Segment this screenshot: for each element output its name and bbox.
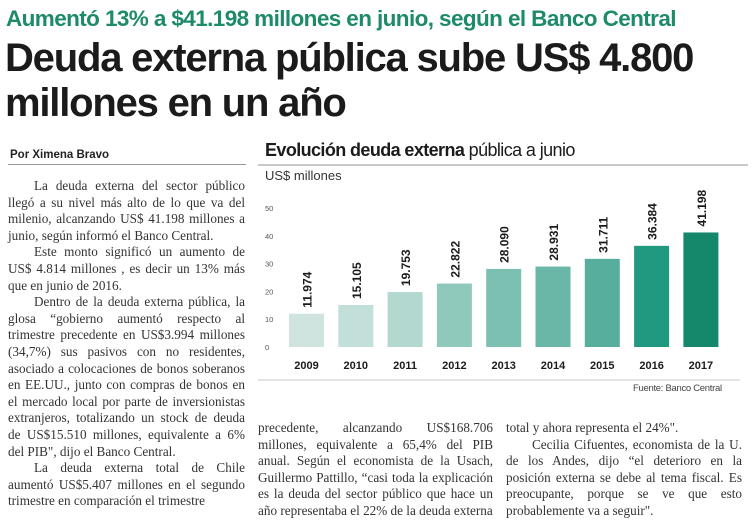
x-tick-label: 2015	[590, 360, 614, 372]
paragraph: Dentro de la deuda externa pública, la g…	[8, 294, 245, 459]
headline: Deuda externa pública sube US$ 4.800 mil…	[5, 36, 694, 125]
bar-value-label: 36.384	[646, 203, 660, 240]
x-tick-label: 2012	[442, 360, 466, 372]
bar-value-label: 19.753	[399, 249, 413, 286]
bar	[535, 266, 571, 347]
paragraph: precedente, alcanzando US$168.706 millon…	[258, 420, 493, 518]
x-tick-label: 2010	[344, 360, 368, 372]
kicker: Aumentó 13% a $41.198 millones en junio,…	[6, 6, 677, 31]
x-tick-label: 2016	[639, 360, 663, 372]
bar	[436, 283, 472, 347]
x-tick-label: 2013	[491, 360, 515, 372]
y-tick-label: 40	[265, 232, 273, 241]
article-column-1: La deuda externa del sector público lleg…	[8, 178, 245, 510]
chart-source: Fuente: Banco Central	[633, 383, 722, 394]
article-column-2: precedente, alcanzando US$168.706 millon…	[258, 420, 493, 520]
y-tick-label: 0	[265, 343, 269, 352]
paragraph: total y ahora representa el 24%".	[506, 420, 679, 435]
bar-chart: 0 10 20 30 40 50 11.974 2009 15.105 2010 19.753 201…	[258, 190, 740, 381]
chart-title-divider	[258, 164, 748, 166]
y-tick-label: 10	[265, 315, 273, 324]
x-tick-label: 2011	[393, 360, 417, 372]
paragraph: La deuda externa total de Chile aumentó …	[8, 460, 245, 509]
bar	[486, 268, 522, 347]
bar	[289, 313, 324, 347]
bar-value-label: 15.105	[350, 262, 364, 299]
bar-value-label: 28.931	[547, 224, 561, 261]
byline-divider	[8, 164, 246, 165]
byline: Por Ximena Bravo	[10, 149, 110, 161]
paragraph: Cecilia Cifuentes, economista de la U. d…	[506, 436, 742, 518]
bar	[387, 292, 423, 347]
article-column-3: total y ahora representa el 24%". Cecili…	[506, 420, 742, 520]
y-tick-label: 30	[265, 260, 273, 269]
bar	[634, 245, 670, 347]
bar-value-label: 31.711	[596, 216, 610, 252]
bar	[338, 305, 374, 347]
chart-title-bold: Evolución deuda externa	[265, 140, 465, 160]
paragraph: La deuda externa del sector público lleg…	[8, 178, 245, 243]
bar	[683, 232, 719, 347]
y-tick-label: 50	[265, 204, 273, 213]
x-tick-label: 2009	[294, 360, 318, 372]
bar-value-label: 41.198	[695, 190, 709, 226]
chart-y-unit-label: US$ millones	[265, 168, 342, 183]
bar-value-label: 28.090	[498, 226, 512, 263]
y-tick-label: 20	[265, 287, 273, 296]
bar	[584, 258, 620, 347]
x-tick-label: 2014	[541, 360, 566, 372]
x-tick-label: 2017	[689, 360, 713, 372]
chart-title: Evolución deuda externa pública a junio	[265, 140, 575, 161]
paragraph: Este monto significó un aumento de US$ 4…	[8, 244, 245, 293]
chart-title-regular: pública a junio	[468, 140, 576, 160]
bar-value-label: 11.974	[301, 271, 315, 307]
bar-value-label: 22.822	[448, 241, 462, 278]
